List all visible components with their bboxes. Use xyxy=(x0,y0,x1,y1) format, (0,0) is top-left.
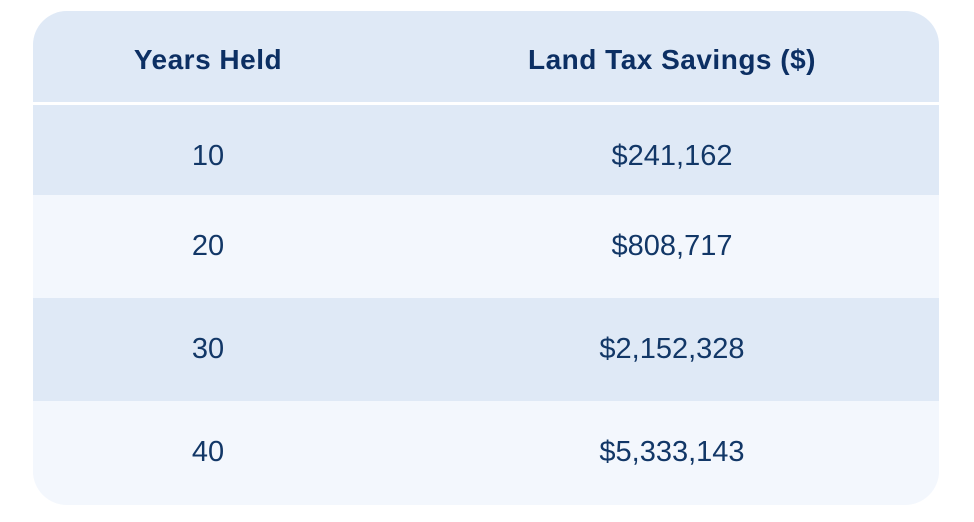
cell-land-tax-savings: $2,152,328 xyxy=(599,333,745,365)
table-row: 10 $241,162 xyxy=(33,105,939,208)
cell-years-held: 10 xyxy=(191,140,225,172)
table-row: 30 $2,152,328 xyxy=(33,298,939,401)
cell-land-tax-savings: $5,333,143 xyxy=(599,436,745,468)
land-tax-savings-table: Years Held Land Tax Savings ($) 10 $241,… xyxy=(33,11,939,505)
cell-years-held: 40 xyxy=(191,436,225,468)
table-header: Years Held Land Tax Savings ($) xyxy=(33,11,939,102)
cell-years-held: 30 xyxy=(191,333,225,365)
table-row: 20 $808,717 xyxy=(33,195,939,298)
header-divider xyxy=(33,102,939,105)
cell-land-tax-savings: $241,162 xyxy=(611,140,733,172)
cell-years-held: 20 xyxy=(191,230,225,262)
cell-land-tax-savings: $808,717 xyxy=(611,230,733,262)
header-land-tax-savings: Land Tax Savings ($) xyxy=(528,43,816,75)
table-row: 40 $5,333,143 xyxy=(33,401,939,504)
header-years-held: Years Held xyxy=(133,43,283,75)
